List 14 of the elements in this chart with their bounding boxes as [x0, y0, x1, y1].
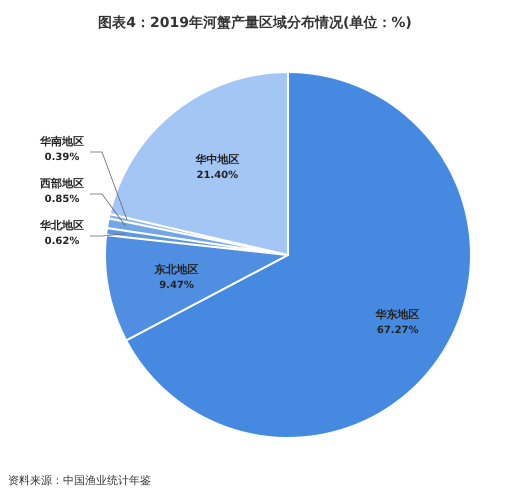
- text: 资料来源：中国渔业统计年鉴: [8, 474, 151, 487]
- data-label: 9.47%: [159, 280, 194, 292]
- slice-label: 华南地区: [39, 135, 84, 148]
- data-label: 0.85%: [44, 194, 80, 205]
- chart-title: 图表4：2019年河蟹产量区域分布情况(单位：%): [98, 14, 412, 31]
- slice-label: 西部地区: [39, 177, 84, 190]
- slice-label: 东北地区: [154, 263, 199, 276]
- slice-label: 华东地区: [374, 308, 420, 322]
- data-label: 67.27%: [376, 325, 419, 336]
- data-label: 21.40%: [196, 170, 238, 182]
- data-label: 0.39%: [44, 152, 80, 163]
- data-label: 0.62%: [44, 236, 80, 247]
- slice-label: 华北地区: [39, 219, 84, 232]
- slice-label: 华中地区: [194, 153, 240, 166]
